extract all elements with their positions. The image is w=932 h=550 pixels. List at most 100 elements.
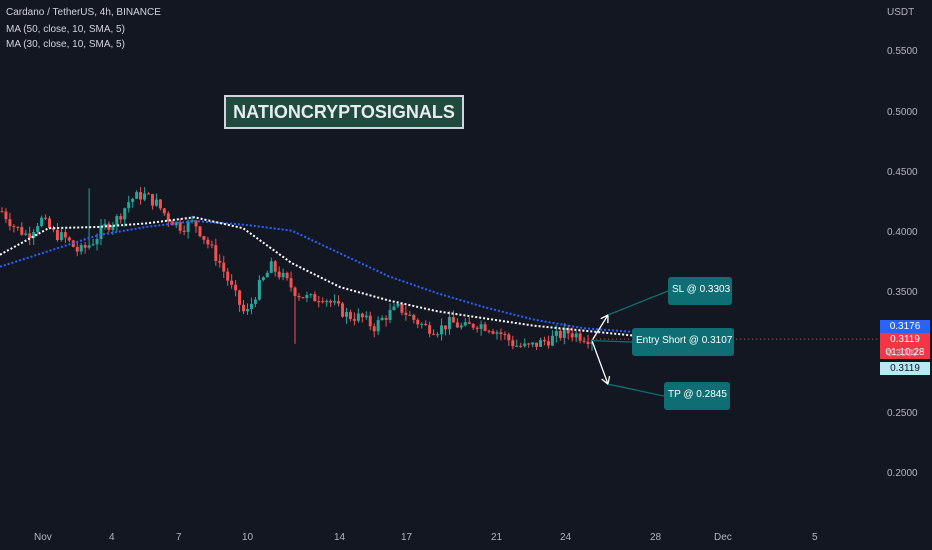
entry-short-note[interactable]: Entry Short @ 0.3107 (632, 328, 734, 356)
candle-body (222, 262, 226, 272)
candle-body (436, 334, 440, 336)
candle-body (344, 312, 348, 317)
candle-body (166, 213, 170, 222)
candle-body (95, 238, 99, 245)
candle-body (107, 223, 111, 230)
candle-body (586, 341, 590, 344)
bid-price-badge: 0.3119 (880, 362, 930, 375)
candle-body (178, 221, 182, 231)
candle-body (491, 331, 495, 334)
candle-body (364, 315, 368, 318)
candle-body (507, 334, 511, 341)
candle-body (554, 330, 558, 336)
ma50-line (0, 219, 633, 333)
candle-body (103, 223, 107, 226)
candle-body (412, 314, 416, 320)
candle-body (48, 218, 52, 229)
candle-body (281, 272, 285, 278)
candle-body (32, 232, 36, 239)
candle-body (289, 278, 293, 288)
candle-body (162, 208, 166, 214)
stop-loss-note[interactable]: SL @ 0.3303 (668, 277, 732, 305)
candle-body (495, 332, 499, 334)
candle-body (44, 217, 48, 219)
countdown-badge: 01:10:28 (880, 346, 930, 359)
tp-connector (607, 383, 665, 397)
time-tick-label: 4 (109, 532, 115, 543)
candle-body (285, 272, 289, 279)
candle-body (67, 237, 71, 241)
candle-body (12, 226, 16, 228)
candle-body (40, 217, 44, 227)
candle-body (293, 287, 297, 297)
candle-body (396, 303, 400, 307)
candle-body (59, 232, 63, 241)
candle-body (574, 333, 578, 338)
candle-body (36, 226, 40, 233)
candle-body (511, 340, 515, 347)
candle-body (341, 303, 345, 317)
candle-body (546, 341, 550, 346)
currency-label: USDT (887, 7, 915, 18)
price-tick-label: 0.2500 (887, 407, 918, 419)
candle-body (479, 324, 483, 329)
candle-body (198, 226, 202, 237)
candle-body (301, 297, 305, 299)
candle-body (376, 320, 380, 332)
ma50-legend[interactable]: MA (50, close, 10, SMA, 5) (6, 24, 125, 35)
candle-body (372, 326, 376, 332)
entry-connector (591, 339, 633, 343)
watermark-logo: NATIONCRYPTOSIGNALS (224, 95, 464, 129)
candle-body (0, 211, 4, 213)
candle-body (202, 236, 206, 240)
candle-body (257, 279, 261, 300)
candle-body (75, 247, 79, 252)
price-tick-label: 0.3000 (887, 347, 918, 359)
price-tick-label: 0.2000 (887, 468, 918, 479)
time-tick-label: 14 (334, 532, 346, 543)
price-tick-label: 0.3500 (887, 287, 918, 299)
candle-body (135, 192, 139, 199)
candle-body (432, 333, 436, 335)
candle-body (182, 230, 186, 232)
candle-body (170, 221, 174, 226)
candle-body (123, 208, 127, 220)
candle-body (150, 194, 154, 206)
ma30-line (0, 216, 633, 337)
candle-body (404, 312, 408, 315)
candle-body (590, 342, 594, 344)
candle-body (190, 220, 194, 222)
take-profit-note[interactable]: TP @ 0.2845 (664, 382, 730, 410)
candle-body (99, 225, 103, 239)
candle-body (329, 300, 333, 303)
candle-body (317, 301, 321, 303)
candle-body (63, 232, 67, 238)
candle-body (111, 224, 115, 230)
ma30-legend[interactable]: MA (30, close, 10, SMA, 5) (6, 39, 125, 50)
candle-body (471, 323, 475, 328)
symbol-title[interactable]: Cardano / TetherUS, 4h, BINANCE (6, 7, 161, 18)
candle-body (273, 261, 277, 272)
candle-body (487, 330, 491, 332)
candle-body (440, 325, 444, 335)
candle-body (416, 319, 420, 325)
candle-body (8, 219, 12, 227)
candle-body (20, 227, 24, 235)
candle-body (542, 340, 546, 342)
candle-body (384, 317, 388, 320)
candle-body (408, 314, 412, 316)
candle-body (230, 280, 234, 285)
time-tick-label: Dec (714, 532, 732, 543)
candle-body (269, 261, 273, 273)
candle-body (388, 310, 392, 320)
candle-body (535, 342, 539, 347)
time-tick-label: 5 (812, 532, 818, 543)
candle-body (368, 315, 372, 327)
candle-body (265, 272, 269, 278)
candle-body (297, 296, 301, 298)
candle-body (519, 345, 523, 347)
candle-body (91, 244, 95, 246)
candle-body (242, 304, 246, 312)
